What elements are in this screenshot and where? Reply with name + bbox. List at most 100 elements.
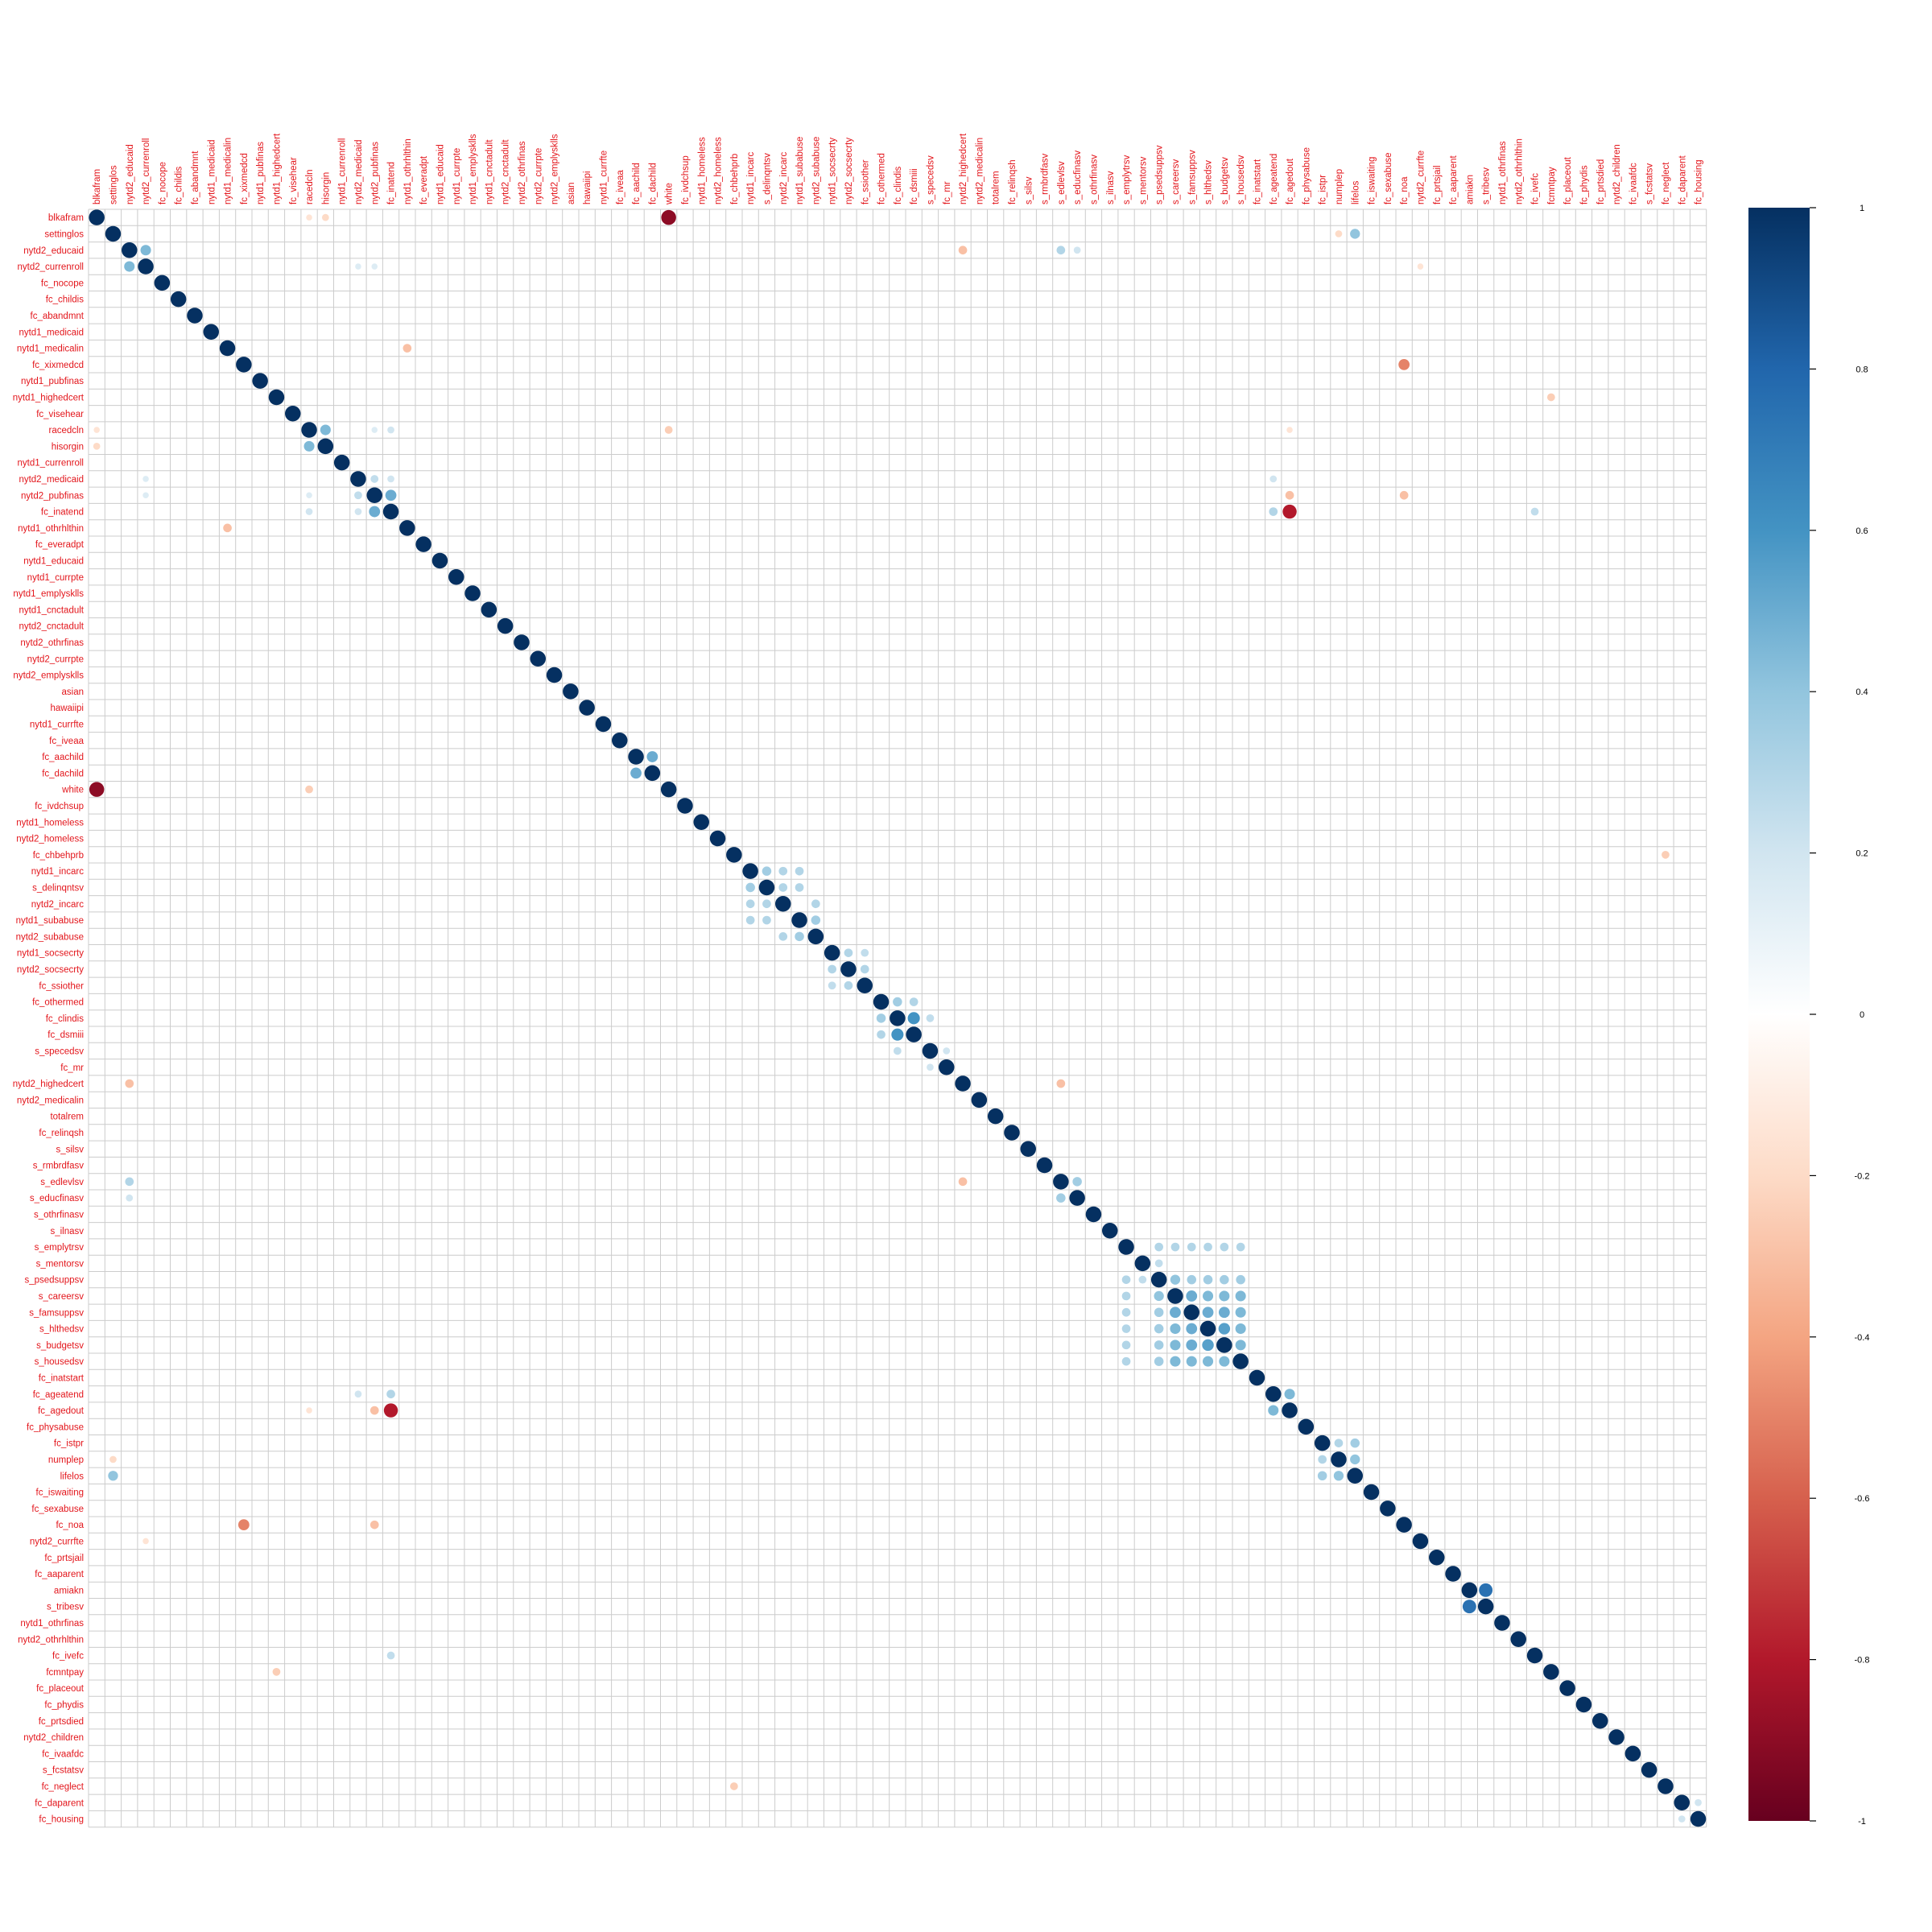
correlation-circle — [252, 373, 268, 389]
colorbar-tick-label: -0.8 — [1855, 1656, 1870, 1666]
correlation-circle — [630, 767, 642, 779]
correlation-circle — [778, 866, 788, 876]
row-label: fc_mr — [60, 1063, 84, 1073]
correlation-circle — [1121, 1356, 1131, 1366]
correlation-circle — [354, 491, 362, 500]
column-label: fc_othermed — [877, 153, 887, 204]
correlation-circle — [742, 863, 758, 879]
correlation-circle — [154, 275, 171, 291]
column-label: fc_prtsjail — [1433, 165, 1443, 204]
correlation-circle — [943, 1047, 951, 1055]
correlation-circle — [745, 882, 755, 893]
correlation-circle — [223, 523, 232, 533]
correlation-circle — [305, 508, 313, 515]
correlation-circle — [664, 426, 673, 434]
correlation-circle — [1102, 1223, 1118, 1239]
column-label: s_mentorsv — [1138, 156, 1148, 204]
column-label: nytd2_medicalin — [975, 138, 985, 204]
correlation-circle — [1399, 490, 1409, 500]
correlation-circle — [762, 899, 771, 909]
correlation-circle — [431, 552, 448, 569]
row-label: fc_phydis — [44, 1700, 84, 1710]
correlation-circle — [762, 915, 771, 925]
correlation-circle — [1314, 1435, 1331, 1451]
column-label: nytd2_children — [1612, 144, 1622, 204]
column-label: nytd2_currpte — [534, 148, 543, 204]
column-label: nytd1_emplysklls — [469, 134, 478, 204]
correlation-circle — [1134, 1255, 1151, 1272]
column-label: nytd1_currfte — [599, 151, 609, 204]
correlation-circle — [877, 1030, 886, 1039]
correlation-circle — [778, 883, 788, 892]
correlation-circle — [1187, 1274, 1197, 1285]
correlation-circle — [1363, 1484, 1380, 1501]
correlation-circle — [1056, 1193, 1066, 1203]
row-label: s_housedsv — [35, 1357, 85, 1367]
correlation-circle — [1154, 1356, 1164, 1366]
colorbar: 1 0.8 0.6 0.4 0.2 0 -0.2 -0.4 -0.6 -0.8 -1 — [1748, 204, 1869, 1827]
column-label: nytd1_currpte — [452, 148, 462, 204]
correlation-circle — [383, 1403, 398, 1418]
correlation-circle — [1236, 1242, 1245, 1252]
row-label: fc_neglect — [42, 1782, 85, 1792]
column-label: nytd2_othrfinas — [518, 141, 527, 204]
column-label: fc_dachild — [648, 163, 658, 204]
correlation-circle — [142, 1538, 149, 1545]
row-label: s_budgetsv — [36, 1341, 84, 1351]
correlation-circle — [1085, 1206, 1102, 1223]
correlation-circle — [1331, 1451, 1347, 1468]
row-label: fc_ivaafdc — [42, 1749, 84, 1759]
row-label: fc_dachild — [42, 769, 84, 778]
column-label: nytd2_pubfinas — [370, 142, 380, 204]
column-label: s_specedsv — [926, 155, 935, 204]
row-label: fc_agedout — [38, 1406, 85, 1416]
correlation-circle — [1170, 1340, 1181, 1351]
column-label: amiakn — [1465, 175, 1475, 204]
correlation-circle — [1318, 1455, 1327, 1464]
correlation-circle — [824, 944, 840, 961]
column-label: fc_dsmiii — [910, 168, 919, 204]
column-label: fc_everadpt — [419, 155, 429, 204]
correlation-circle — [142, 492, 149, 499]
column-label: s_tribesv — [1482, 167, 1492, 204]
correlation-circle — [876, 1013, 886, 1023]
correlation-circle — [268, 389, 285, 406]
row-label: nytd2_currenroll — [18, 262, 84, 272]
correlation-circle — [1218, 1323, 1231, 1335]
correlation-circle — [1282, 1402, 1298, 1418]
row-label: fc_abandmnt — [31, 312, 85, 321]
correlation-circle — [1333, 1471, 1344, 1481]
correlation-circle — [1186, 1290, 1198, 1302]
correlation-circle — [987, 1108, 1004, 1125]
row-label: nytd1_currenroll — [18, 459, 84, 469]
correlation-circle — [926, 1013, 935, 1022]
column-label: fc_childis — [175, 166, 184, 204]
correlation-circle — [909, 997, 919, 1006]
row-label: nytd2_socsecrty — [17, 965, 84, 975]
colorbar-tick-label: 0 — [1860, 1010, 1864, 1020]
correlation-circle — [857, 977, 873, 993]
correlation-circle — [1546, 393, 1555, 402]
correlation-circle — [1154, 1242, 1163, 1252]
correlation-circle — [1543, 1664, 1559, 1680]
correlation-circle — [306, 1407, 312, 1414]
row-label: fc_sexabuse — [31, 1505, 84, 1514]
column-label: fc_noa — [1400, 176, 1410, 204]
correlation-circle — [1170, 1323, 1181, 1335]
correlation-circle — [1678, 1815, 1686, 1823]
correlation-circle — [1510, 1631, 1526, 1647]
correlation-circle — [1235, 1307, 1246, 1318]
row-label: hisorgin — [52, 442, 84, 452]
correlation-circle — [1202, 1339, 1214, 1352]
correlation-circle — [1236, 1274, 1245, 1285]
correlation-circle — [321, 213, 329, 221]
correlation-circle — [1530, 507, 1539, 516]
correlation-circle — [906, 1026, 922, 1042]
correlation-circle — [140, 245, 151, 256]
row-label: fc_physabuse — [27, 1422, 84, 1432]
row-label: fc_housing — [39, 1815, 84, 1825]
correlation-circle — [677, 798, 693, 814]
correlation-circle — [860, 964, 869, 974]
row-label: s_delinqntsv — [32, 883, 84, 893]
column-label: fc_prtsdied — [1596, 159, 1606, 204]
